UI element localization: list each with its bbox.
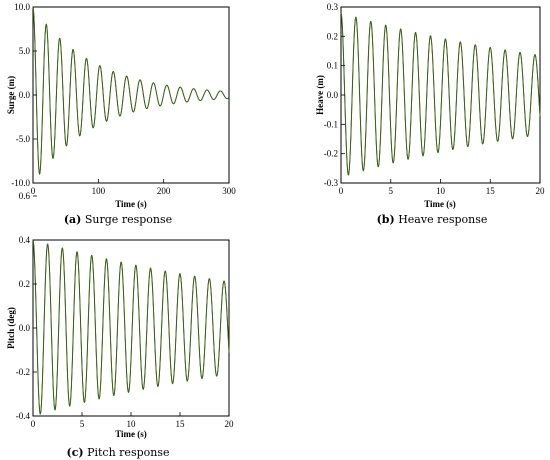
surge-panel: -10.0 -5.0 0.0 5.0 10.0 0 100 200 300 Surge (m)… xyxy=(6,2,236,226)
surge-xtick-label: 300 xyxy=(222,186,236,196)
heave-xtick-label: 5 xyxy=(389,186,394,196)
surge-series xyxy=(32,6,230,175)
pitch-xtick-label: 10 xyxy=(127,419,137,429)
pitch-ytick-label: 0.6 xyxy=(19,191,31,201)
pitch-x-ticks: 0 5 10 15 20 xyxy=(31,412,234,429)
surge-series-line-1 xyxy=(32,6,230,175)
heave-panel: -0.3 -0.2 -0.1 0.0 0.1 0.2 0.3 0 5 10 15 20 Heave … xyxy=(315,2,545,226)
heave-ytick-label: 0.0 xyxy=(327,90,339,100)
surge-xtick-label: 200 xyxy=(157,186,171,196)
heave-x-ticks: 0 5 10 15 20 xyxy=(339,179,545,196)
surge-x-label: Time (s) xyxy=(115,199,147,209)
surge-ytick-label: 5.0 xyxy=(19,46,31,56)
surge-y-ticks: -10.0 -5.0 0.0 5.0 10.0 xyxy=(11,2,37,188)
heave-xtick-label: 15 xyxy=(486,186,496,196)
heave-xtick-label: 10 xyxy=(436,186,446,196)
heave-caption-text: Heave response xyxy=(398,213,487,226)
surge-y-label: Surge (m) xyxy=(6,76,16,114)
pitch-caption: (c) Pitch response xyxy=(66,446,169,459)
pitch-ytick-label: -0.2 xyxy=(16,367,30,377)
heave-plot-frame xyxy=(340,6,541,184)
surge-caption: (a) Surge response xyxy=(64,213,172,226)
heave-caption: (b) Heave response xyxy=(377,213,488,226)
pitch-panel: -0.4 -0.2 0.0 0.2 0.4 0.6 0 5 10 15 20 Pitch (deg… xyxy=(6,191,234,459)
surge-caption-text: Surge response xyxy=(85,213,172,226)
pitch-series-line-1 xyxy=(32,239,230,415)
surge-plot-frame xyxy=(32,6,230,184)
surge-ytick-label: -10.0 xyxy=(11,178,30,188)
heave-ytick-label: -0.1 xyxy=(324,119,338,129)
surge-ytick-label: 0.0 xyxy=(19,90,31,100)
heave-series xyxy=(340,12,541,176)
pitch-series xyxy=(32,239,230,415)
pitch-y-ticks: -0.4 -0.2 0.0 0.2 0.4 0.6 xyxy=(16,191,37,421)
heave-ytick-label: -0.3 xyxy=(324,178,339,188)
surge-caption-letter: (a) xyxy=(64,213,82,226)
pitch-y-label: Pitch (deg) xyxy=(6,307,16,349)
surge-ytick-label: 10.0 xyxy=(14,2,30,12)
heave-ytick-label: 0.1 xyxy=(327,61,338,71)
heave-xtick-label: 20 xyxy=(536,186,546,196)
pitch-x-label: Time (s) xyxy=(115,429,147,439)
surge-series-line-0 xyxy=(32,6,230,175)
pitch-ytick-label: 0.2 xyxy=(19,279,30,289)
surge-xtick-label: 0 xyxy=(31,186,36,196)
heave-ytick-label: -0.2 xyxy=(324,149,338,159)
heave-y-ticks: -0.3 -0.2 -0.1 0.0 0.1 0.2 0.3 xyxy=(324,2,345,188)
pitch-caption-text: Pitch response xyxy=(87,446,169,459)
pitch-caption-letter: (c) xyxy=(66,446,83,459)
heave-series-line-0 xyxy=(340,12,541,176)
heave-y-label: Heave (m) xyxy=(315,75,325,115)
heave-xtick-label: 0 xyxy=(339,186,344,196)
pitch-ytick-label: 0.0 xyxy=(19,323,31,333)
heave-ytick-label: 0.2 xyxy=(327,31,338,41)
surge-xtick-label: 100 xyxy=(92,186,106,196)
heave-x-label: Time (s) xyxy=(424,199,456,209)
pitch-series-line-0 xyxy=(32,239,230,415)
pitch-ytick-label: 0.4 xyxy=(19,235,31,245)
surge-x-ticks: 0 100 200 300 xyxy=(31,179,236,196)
pitch-plot-frame xyxy=(32,239,230,417)
pitch-xtick-label: 15 xyxy=(176,419,186,429)
pitch-xtick-label: 20 xyxy=(225,419,235,429)
heave-series-line-1 xyxy=(340,12,541,176)
heave-ytick-label: 0.3 xyxy=(327,2,339,12)
pitch-xtick-label: 5 xyxy=(80,419,85,429)
surge-ytick-label: -5.0 xyxy=(16,134,31,144)
heave-caption-letter: (b) xyxy=(377,213,395,226)
pitch-ytick-label: -0.4 xyxy=(16,411,31,421)
pitch-xtick-label: 0 xyxy=(31,419,36,429)
